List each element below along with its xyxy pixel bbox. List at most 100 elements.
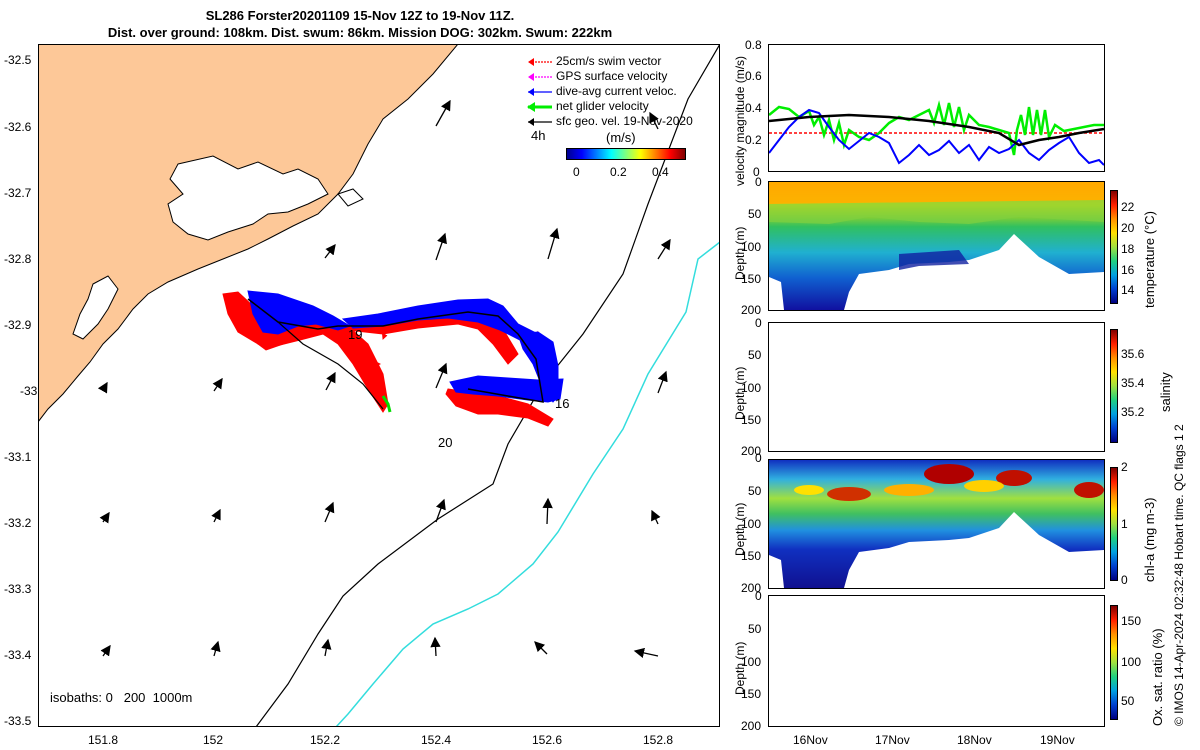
isobaths-note: isobaths: 0 200 1000m [50, 690, 193, 705]
temperature-cbar-label: temperature (°C) [1142, 211, 1157, 308]
temperature-ytick: 0 [755, 175, 762, 189]
glider-track [247, 298, 544, 403]
oxygen-cbar-tick: 150 [1121, 614, 1142, 628]
velocity-ytick: 0.4 [745, 101, 762, 115]
map-legend: 25cm/s swim vector GPS surface velocity … [526, 54, 693, 129]
salinity-ytick: 0 [755, 316, 762, 330]
oxygen-section-plot[interactable] [768, 595, 1105, 727]
lat-tick: -32.5 [4, 53, 32, 67]
oxygen-cbar-label: Ox. sat. ratio (%) [1150, 628, 1165, 726]
velocity-ytick: 0 [753, 165, 760, 179]
salinity-colorbar [1110, 329, 1118, 443]
oxygen-cbar-tick: 100 [1121, 655, 1142, 669]
legend-item-gps-velocity: GPS surface velocity [526, 69, 693, 84]
land-mass [38, 44, 459, 423]
map-colorbar-title: (m/s) [606, 130, 636, 145]
time-tick: 18Nov [957, 733, 992, 747]
oxygen-ytick: 0 [755, 589, 762, 603]
salinity-ytick: 150 [741, 413, 762, 427]
map-panel[interactable]: 19 16 20 25cm/s swim vector GPS surface … [38, 44, 720, 727]
oxygen-colorbar [1110, 605, 1118, 720]
chla-ytick: 0 [755, 451, 762, 465]
velocity-net-glider-line [769, 100, 1104, 156]
salinity-ytick: 50 [748, 348, 762, 362]
velocity-ytick: 0.2 [745, 133, 762, 147]
salinity-cbar-tick: 35.4 [1121, 376, 1145, 390]
lat-tick: -33.2 [4, 516, 32, 530]
chla-section-plot[interactable] [768, 459, 1105, 589]
chla-cbar-tick: 0 [1121, 573, 1128, 587]
oxygen-ytick: 50 [748, 622, 762, 636]
lat-tick: -32.7 [4, 186, 32, 200]
velocity-magnitude-plot[interactable] [768, 44, 1105, 172]
net-glider-velocity [381, 395, 392, 413]
lat-tick: -33.4 [4, 648, 32, 662]
temperature-cbar-tick: 22 [1121, 200, 1135, 214]
day-label-16: 16 [555, 396, 570, 411]
time-tick: 16Nov [793, 733, 828, 747]
velocity-geostrophic-line [769, 113, 1104, 147]
chla-cbar-tick: 1 [1121, 517, 1128, 531]
time-tick: 17Nov [875, 733, 910, 747]
oxygen-ytick: 200 [741, 719, 762, 733]
isobath-200m [255, 44, 720, 727]
temperature-ytick: 150 [741, 272, 762, 286]
map-colorbar [566, 148, 686, 160]
temperature-ytick: 100 [741, 240, 762, 254]
lon-tick: 152.6 [532, 733, 563, 747]
chla-ytick: 50 [748, 484, 762, 498]
coastal-inlet [72, 275, 119, 340]
temperature-cbar-tick: 18 [1121, 242, 1135, 256]
temperature-cbar-tick: 14 [1121, 283, 1135, 297]
map-colorbar-tick: 0 [573, 165, 580, 179]
lat-tick: -33.3 [4, 582, 32, 596]
day-label-19: 19 [348, 327, 363, 342]
temperature-ytick: 50 [748, 207, 762, 221]
lon-tick: 151.8 [88, 733, 119, 747]
chla-ytick: 150 [741, 549, 762, 563]
salinity-cbar-label: salinity [1158, 372, 1173, 412]
lon-tick: 152.4 [421, 733, 452, 747]
salinity-ytick: 100 [741, 381, 762, 395]
temperature-ytick: 200 [741, 303, 762, 317]
chla-ytick: 200 [741, 581, 762, 595]
velocity-ytick: 0.6 [745, 69, 762, 83]
temperature-cbar-tick: 16 [1121, 263, 1135, 277]
time-tick: 19Nov [1040, 733, 1075, 747]
salinity-ytick: 200 [741, 444, 762, 458]
lat-tick: -33.5 [4, 714, 32, 728]
figure-title-line1: SL286 Forster20201109 15-Nov 12Z to 19-N… [205, 8, 515, 23]
map-colorbar-tick: 0.4 [652, 165, 669, 179]
legend-item-net-glider-velocity: net glider velocity [526, 99, 693, 114]
oxygen-ytick: 150 [741, 687, 762, 701]
lat-tick: -33.1 [4, 450, 32, 464]
temperature-colorbar [1110, 190, 1118, 304]
legend-item-dive-avg-current: dive-avg current veloc. [526, 84, 693, 99]
salinity-section-plot[interactable] [768, 322, 1105, 452]
isobath-1000m [335, 241, 720, 727]
chla-ytick: 100 [741, 517, 762, 531]
lon-tick: 152 [203, 733, 224, 747]
coastal-lake [167, 155, 329, 241]
oxygen-ytick: 100 [741, 655, 762, 669]
lon-tick: 152.8 [643, 733, 674, 747]
salinity-cbar-tick: 35.6 [1121, 347, 1145, 361]
legend-item-swim-vector: 25cm/s swim vector [526, 54, 693, 69]
geostrophic-velocity-arrows [97, 99, 671, 659]
day-label-20: 20 [438, 435, 453, 450]
salinity-cbar-tick: 35.2 [1121, 405, 1145, 419]
velocity-dive-avg-line [769, 108, 1104, 166]
chla-cbar-label: chl-a (mg m-3) [1142, 497, 1157, 582]
lat-tick: -32.8 [4, 252, 32, 266]
map-colorbar-tick: 0.2 [610, 165, 627, 179]
chla-cbar-tick: 2 [1121, 460, 1128, 474]
lat-tick: -32.6 [4, 120, 32, 134]
imos-footer: © IMOS 14-Apr-2024 02:32:48 Hobart time.… [1172, 424, 1186, 726]
legend-item-sfc-geo-velocity: sfc geo. vel. 19-Nov-2020 [526, 114, 693, 129]
temperature-cbar-tick: 20 [1121, 221, 1135, 235]
lat-tick: -33 [20, 384, 38, 398]
chla-max-patch [924, 464, 974, 484]
lon-tick: 152.2 [310, 733, 341, 747]
lat-tick: -32.9 [4, 318, 32, 332]
temperature-section-plot[interactable] [768, 181, 1105, 311]
